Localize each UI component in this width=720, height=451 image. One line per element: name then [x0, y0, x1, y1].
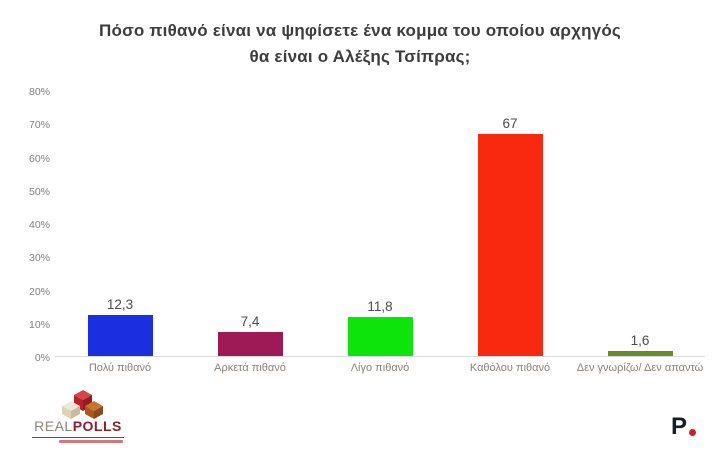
x-axis-category-labels: Πολύ πιθανό Αρκετά πιθανό Λίγο πιθανό Καθόλ… — [55, 362, 705, 374]
y-tick-label: 40% — [28, 219, 50, 231]
chart-title: Πόσο πιθανό είναι να ψηφίσετε ένα κομμα … — [30, 18, 690, 69]
category-label: Λίγο πιθανό — [350, 362, 410, 374]
y-tick-label: 80% — [28, 86, 50, 98]
y-tick-label: 20% — [28, 285, 50, 298]
protagon-logo: P — [670, 412, 696, 440]
bar-value-label: 11,8 — [367, 298, 393, 314]
bar-value-label: 1,6 — [630, 332, 650, 348]
realpolls-logo: REALPOLLS — [22, 389, 134, 443]
bar-value-label: 12,3 — [106, 297, 134, 313]
category-label: Καθόλου πιθανό — [469, 362, 551, 374]
y-axis: 0% 10% 20% 30% 40% 50% 60% 70% 80% — [12, 86, 50, 364]
protagon-dot-icon — [689, 429, 696, 436]
realpolls-underline — [32, 436, 124, 438]
category-label: Δεν γνωρίζω/ Δεν απαντώ — [576, 362, 704, 374]
y-tick-label: 50% — [28, 185, 50, 198]
bar-value-label: 67 — [502, 116, 518, 132]
bar-2 — [217, 331, 283, 356]
protagon-letter: P — [670, 412, 687, 440]
y-tick-label: 0% — [34, 352, 50, 364]
bar-4 — [477, 134, 543, 356]
chart-title-line1: Πόσο πιθανό είναι να ψηφίσετε ένα κομμα … — [99, 21, 621, 40]
category-label: Πολύ πιθανό — [88, 362, 152, 374]
bar-slot: 67 — [445, 91, 575, 356]
bar-5 — [607, 350, 673, 356]
realpolls-cubes-icon — [62, 390, 103, 420]
chart-title-line2: θα είναι ο Αλέξης Τσίπρας; — [249, 46, 471, 66]
bar-3 — [347, 316, 413, 356]
realpolls-word-polls: POLLS — [72, 418, 122, 435]
y-tick-label: 30% — [28, 252, 50, 265]
y-tick-label: 70% — [28, 119, 50, 132]
y-tick-label: 10% — [28, 318, 50, 331]
bars-row: 12,3 7,4 11,8 67 1,6 — [55, 91, 705, 356]
bar-slot: 12,3 — [55, 91, 185, 356]
realpolls-wordmark: REALPOLLS — [34, 418, 122, 435]
category-label: Αρκετά πιθανό — [214, 362, 286, 374]
bar-slot: 11,8 — [315, 91, 445, 356]
bar-slot: 7,4 — [185, 91, 315, 356]
realpolls-word-real: REAL — [34, 418, 73, 435]
plot-area: 12,3 7,4 11,8 67 1,6 — [55, 91, 705, 357]
realpolls-tagline-strip — [59, 440, 123, 443]
bar-value-label: 7,4 — [240, 313, 260, 329]
y-tick-label: 60% — [28, 152, 50, 165]
bar-slot: 1,6 — [575, 91, 705, 356]
bar-1 — [87, 315, 153, 356]
